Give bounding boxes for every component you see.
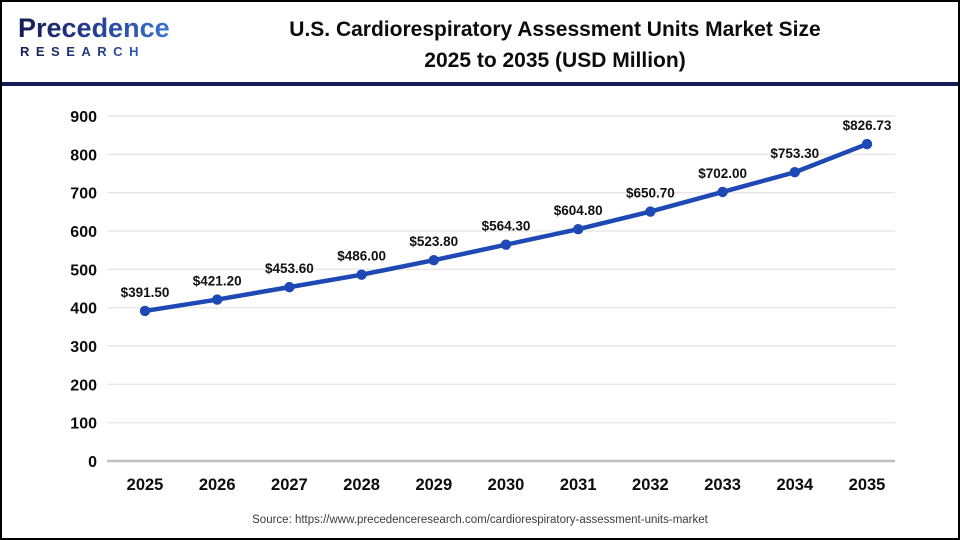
y-tick-label: 600 <box>70 224 97 241</box>
data-point-label: $826.73 <box>843 118 892 133</box>
data-point-label: $604.80 <box>554 203 603 218</box>
data-point <box>212 294 223 305</box>
chart-title-line2: 2025 to 2035 (USD Million) <box>424 49 686 72</box>
data-point-label: $391.50 <box>121 285 170 300</box>
y-tick-label: 700 <box>70 186 97 203</box>
x-tick-label: 2030 <box>488 476 525 494</box>
y-tick-label: 900 <box>70 109 97 126</box>
data-point <box>356 269 367 280</box>
x-tick-label: 2027 <box>271 476 308 494</box>
data-point <box>284 281 295 293</box>
x-tick-label: 2034 <box>776 476 814 494</box>
x-tick-label: 2025 <box>127 476 164 494</box>
x-tick-label: 2031 <box>560 476 597 494</box>
data-point-label: $453.60 <box>265 261 314 276</box>
y-tick-label: 100 <box>70 416 97 433</box>
logo-subtitle: RESEARCH <box>18 45 178 58</box>
data-point <box>573 223 584 235</box>
chart-title: U.S. Cardiorespiratory Assessment Units … <box>182 14 928 76</box>
header: Precedence RESEARCH U.S. Cardiorespirato… <box>2 2 958 86</box>
y-tick-label: 200 <box>70 377 97 394</box>
x-tick-label: 2029 <box>415 476 452 494</box>
y-tick-label: 0 <box>88 454 97 471</box>
data-point <box>645 206 656 217</box>
x-tick-label: 2035 <box>849 476 886 494</box>
x-tick-label: 2026 <box>199 476 236 494</box>
data-point-label: $486.00 <box>337 249 386 264</box>
source-citation: Source: https://www.precedenceresearch.c… <box>252 514 708 526</box>
x-tick-label: 2028 <box>343 476 380 494</box>
data-point <box>139 305 151 317</box>
data-point <box>717 186 728 198</box>
data-point <box>861 138 873 150</box>
x-tick-label: 2033 <box>704 476 741 494</box>
data-point-label: $564.30 <box>482 219 531 234</box>
y-tick-label: 300 <box>70 339 97 356</box>
data-point <box>789 167 800 178</box>
y-tick-label: 500 <box>70 262 97 279</box>
x-tick-label: 2032 <box>632 476 669 494</box>
data-point-label: $421.20 <box>193 274 242 289</box>
data-point-label: $753.30 <box>770 146 819 161</box>
data-point-label: $523.80 <box>409 234 458 249</box>
precedence-research-logo: Precedence RESEARCH <box>18 15 178 59</box>
y-tick-label: 800 <box>70 147 97 164</box>
logo-wordmark: Precedence <box>18 15 178 42</box>
chart-title-line1: U.S. Cardiorespiratory Assessment Units … <box>289 18 821 41</box>
data-point <box>500 239 512 250</box>
data-point-label: $702.00 <box>698 166 747 181</box>
data-point <box>428 255 439 266</box>
y-tick-label: 400 <box>70 301 97 318</box>
data-point-label: $650.70 <box>626 186 675 201</box>
